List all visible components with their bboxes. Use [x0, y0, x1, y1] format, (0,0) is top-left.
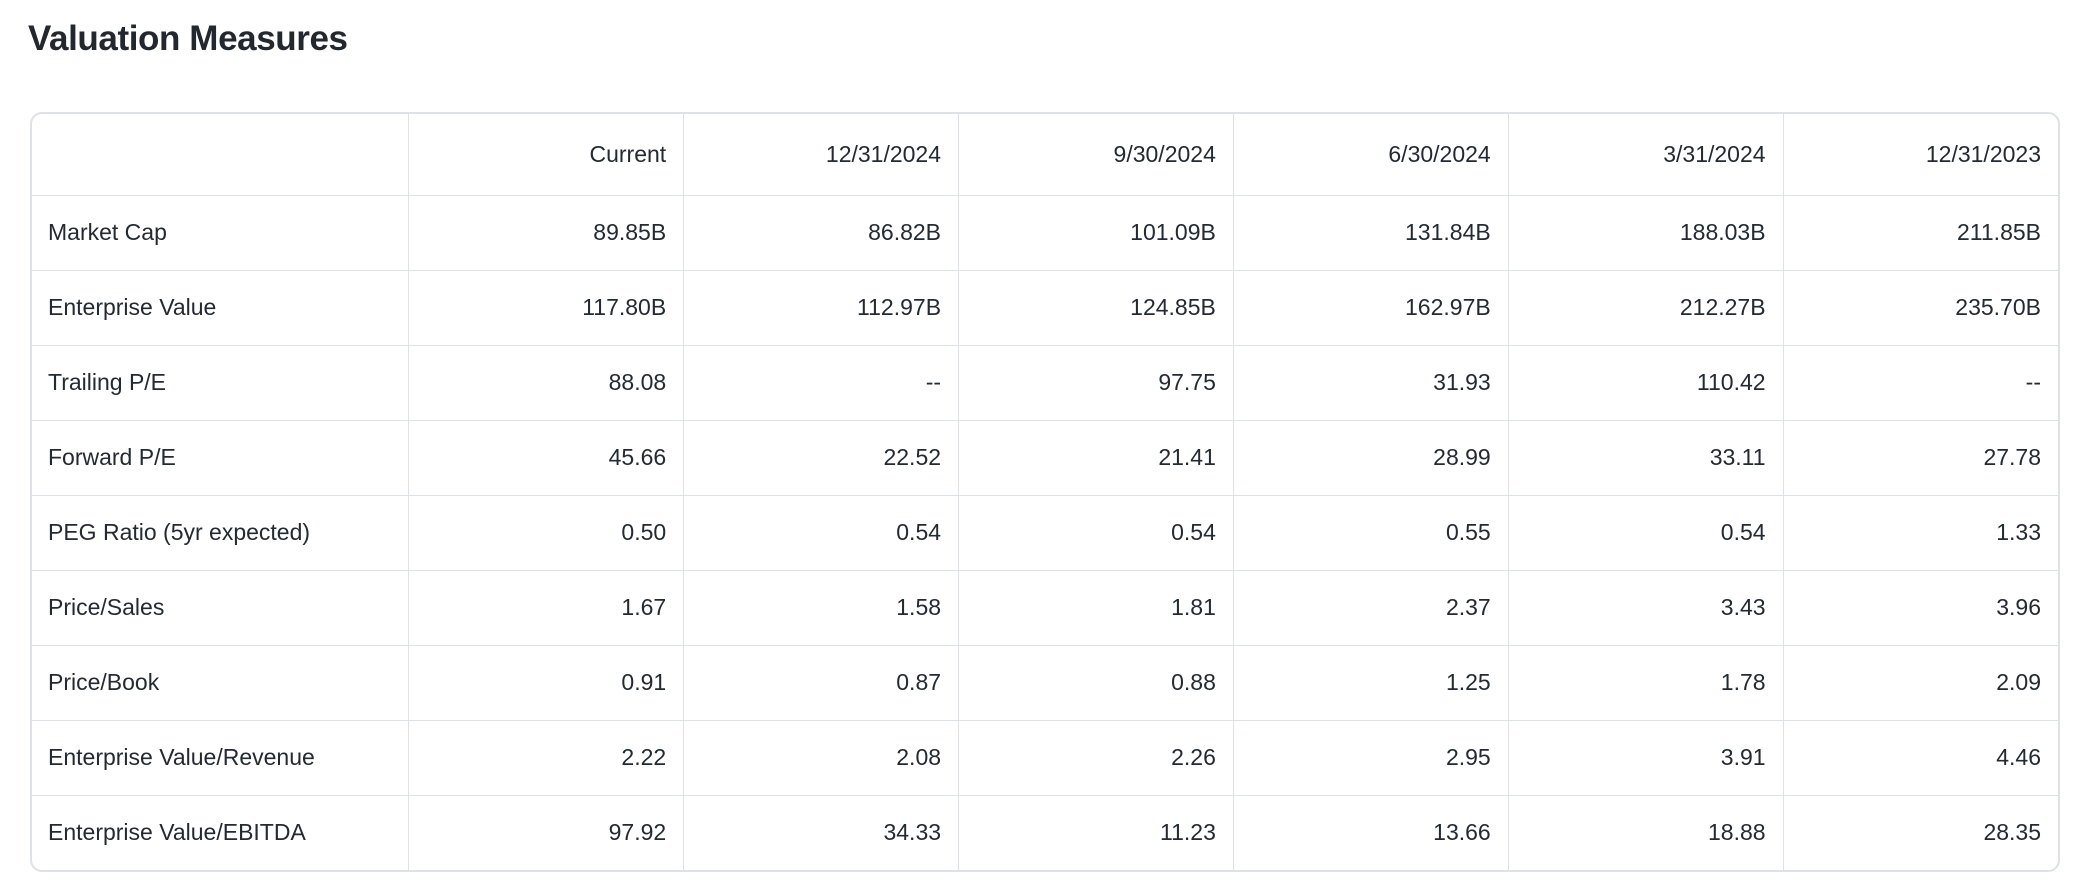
value-cell: 0.91 — [408, 644, 684, 721]
value-cell: 0.54 — [1507, 494, 1784, 571]
value-cell: 212.27B — [1507, 269, 1784, 346]
value-cell: 1.81 — [958, 569, 1234, 646]
value-cell: 18.88 — [1507, 794, 1784, 871]
value-cell: 162.97B — [1232, 269, 1509, 346]
value-cell: 235.70B — [1782, 269, 2058, 346]
value-cell: 4.46 — [1782, 719, 2058, 796]
table-row: Price/Book 0.91 0.87 0.88 1.25 1.78 2.09 — [32, 644, 2058, 721]
value-cell: 117.80B — [408, 269, 684, 346]
value-cell: 97.75 — [958, 344, 1234, 421]
value-cell: 110.42 — [1507, 344, 1784, 421]
table-row: PEG Ratio (5yr expected) 0.50 0.54 0.54 0.55… — [32, 494, 2058, 571]
value-cell: 89.85B — [408, 194, 684, 271]
value-cell: -- — [1782, 344, 2058, 421]
table-row: Market Cap 89.85B 86.82B 101.09B 131.84B 188.… — [32, 194, 2058, 271]
value-cell: 0.87 — [683, 644, 959, 721]
value-cell: 2.22 — [408, 719, 684, 796]
value-cell: 21.41 — [958, 419, 1234, 496]
page-title: Valuation Measures — [28, 19, 348, 58]
value-cell: 2.95 — [1232, 719, 1509, 796]
value-cell: 13.66 — [1232, 794, 1509, 871]
column-header: 3/31/2024 — [1507, 114, 1784, 196]
value-cell: 1.58 — [683, 569, 959, 646]
table-row: Enterprise Value/Revenue 2.22 2.08 2.26 2.95… — [32, 719, 2058, 796]
value-cell: 2.37 — [1232, 569, 1509, 646]
column-header: 12/31/2023 — [1782, 114, 2058, 196]
value-cell: 1.25 — [1232, 644, 1509, 721]
value-cell: 124.85B — [958, 269, 1234, 346]
table-header-row: Current 12/31/2024 9/30/2024 6/30/2024 3/31/… — [32, 114, 2058, 196]
value-cell: 28.35 — [1782, 794, 2058, 871]
value-cell: 3.96 — [1782, 569, 2058, 646]
value-cell: 22.52 — [683, 419, 959, 496]
value-cell: 0.54 — [683, 494, 959, 571]
table-row: Enterprise Value/EBITDA 97.92 34.33 11.23 13… — [32, 794, 2058, 871]
column-header: 12/31/2024 — [683, 114, 959, 196]
value-cell: -- — [683, 344, 959, 421]
valuation-table-container: Current 12/31/2024 9/30/2024 6/30/2024 3/31/… — [30, 112, 2060, 873]
value-cell: 88.08 — [408, 344, 684, 421]
table-row: Enterprise Value 117.80B 112.97B 124.85B 162… — [32, 269, 2058, 346]
value-cell: 2.09 — [1782, 644, 2058, 721]
value-cell: 1.33 — [1782, 494, 2058, 571]
row-label: Market Cap — [32, 194, 409, 271]
value-cell: 0.55 — [1232, 494, 1509, 571]
value-cell: 131.84B — [1232, 194, 1509, 271]
value-cell: 11.23 — [958, 794, 1234, 871]
value-cell: 97.92 — [408, 794, 684, 871]
value-cell: 2.08 — [683, 719, 959, 796]
table-row: Forward P/E 45.66 22.52 21.41 28.99 33.11 27.7… — [32, 419, 2058, 496]
value-cell: 211.85B — [1782, 194, 2058, 271]
table-row: Price/Sales 1.67 1.58 1.81 2.37 3.43 3.96 — [32, 569, 2058, 646]
column-header: 9/30/2024 — [958, 114, 1234, 196]
value-cell: 86.82B — [683, 194, 959, 271]
value-cell: 1.78 — [1507, 644, 1784, 721]
value-cell: 3.91 — [1507, 719, 1784, 796]
row-label: PEG Ratio (5yr expected) — [32, 494, 409, 571]
valuation-table: Current 12/31/2024 9/30/2024 6/30/2024 3/31/… — [32, 114, 2058, 871]
value-cell: 33.11 — [1507, 419, 1784, 496]
corner-cell — [32, 114, 409, 195]
value-cell: 31.93 — [1232, 344, 1509, 421]
value-cell: 2.26 — [958, 719, 1234, 796]
value-cell: 3.43 — [1507, 569, 1784, 646]
row-label: Enterprise Value — [32, 269, 409, 346]
row-label: Price/Book — [32, 644, 409, 721]
value-cell: 34.33 — [683, 794, 959, 871]
table-row: Trailing P/E 88.08 -- 97.75 31.93 110.42 -- — [32, 344, 2058, 421]
value-cell: 45.66 — [408, 419, 684, 496]
column-header: 6/30/2024 — [1232, 114, 1509, 196]
value-cell: 0.50 — [408, 494, 684, 571]
value-cell: 112.97B — [683, 269, 959, 346]
row-label: Enterprise Value/Revenue — [32, 719, 409, 796]
value-cell: 28.99 — [1232, 419, 1509, 496]
value-cell: 1.67 — [408, 569, 684, 646]
row-label: Enterprise Value/EBITDA — [32, 794, 409, 871]
value-cell: 0.54 — [958, 494, 1234, 571]
value-cell: 27.78 — [1782, 419, 2058, 496]
value-cell: 101.09B — [958, 194, 1234, 271]
value-cell: 188.03B — [1507, 194, 1784, 271]
table-body: Market Cap 89.85B 86.82B 101.09B 131.84B 188.… — [32, 194, 2058, 871]
row-label: Price/Sales — [32, 569, 409, 646]
column-header: Current — [408, 114, 684, 196]
value-cell: 0.88 — [958, 644, 1234, 721]
row-label: Forward P/E — [32, 419, 409, 496]
row-label: Trailing P/E — [32, 344, 409, 421]
